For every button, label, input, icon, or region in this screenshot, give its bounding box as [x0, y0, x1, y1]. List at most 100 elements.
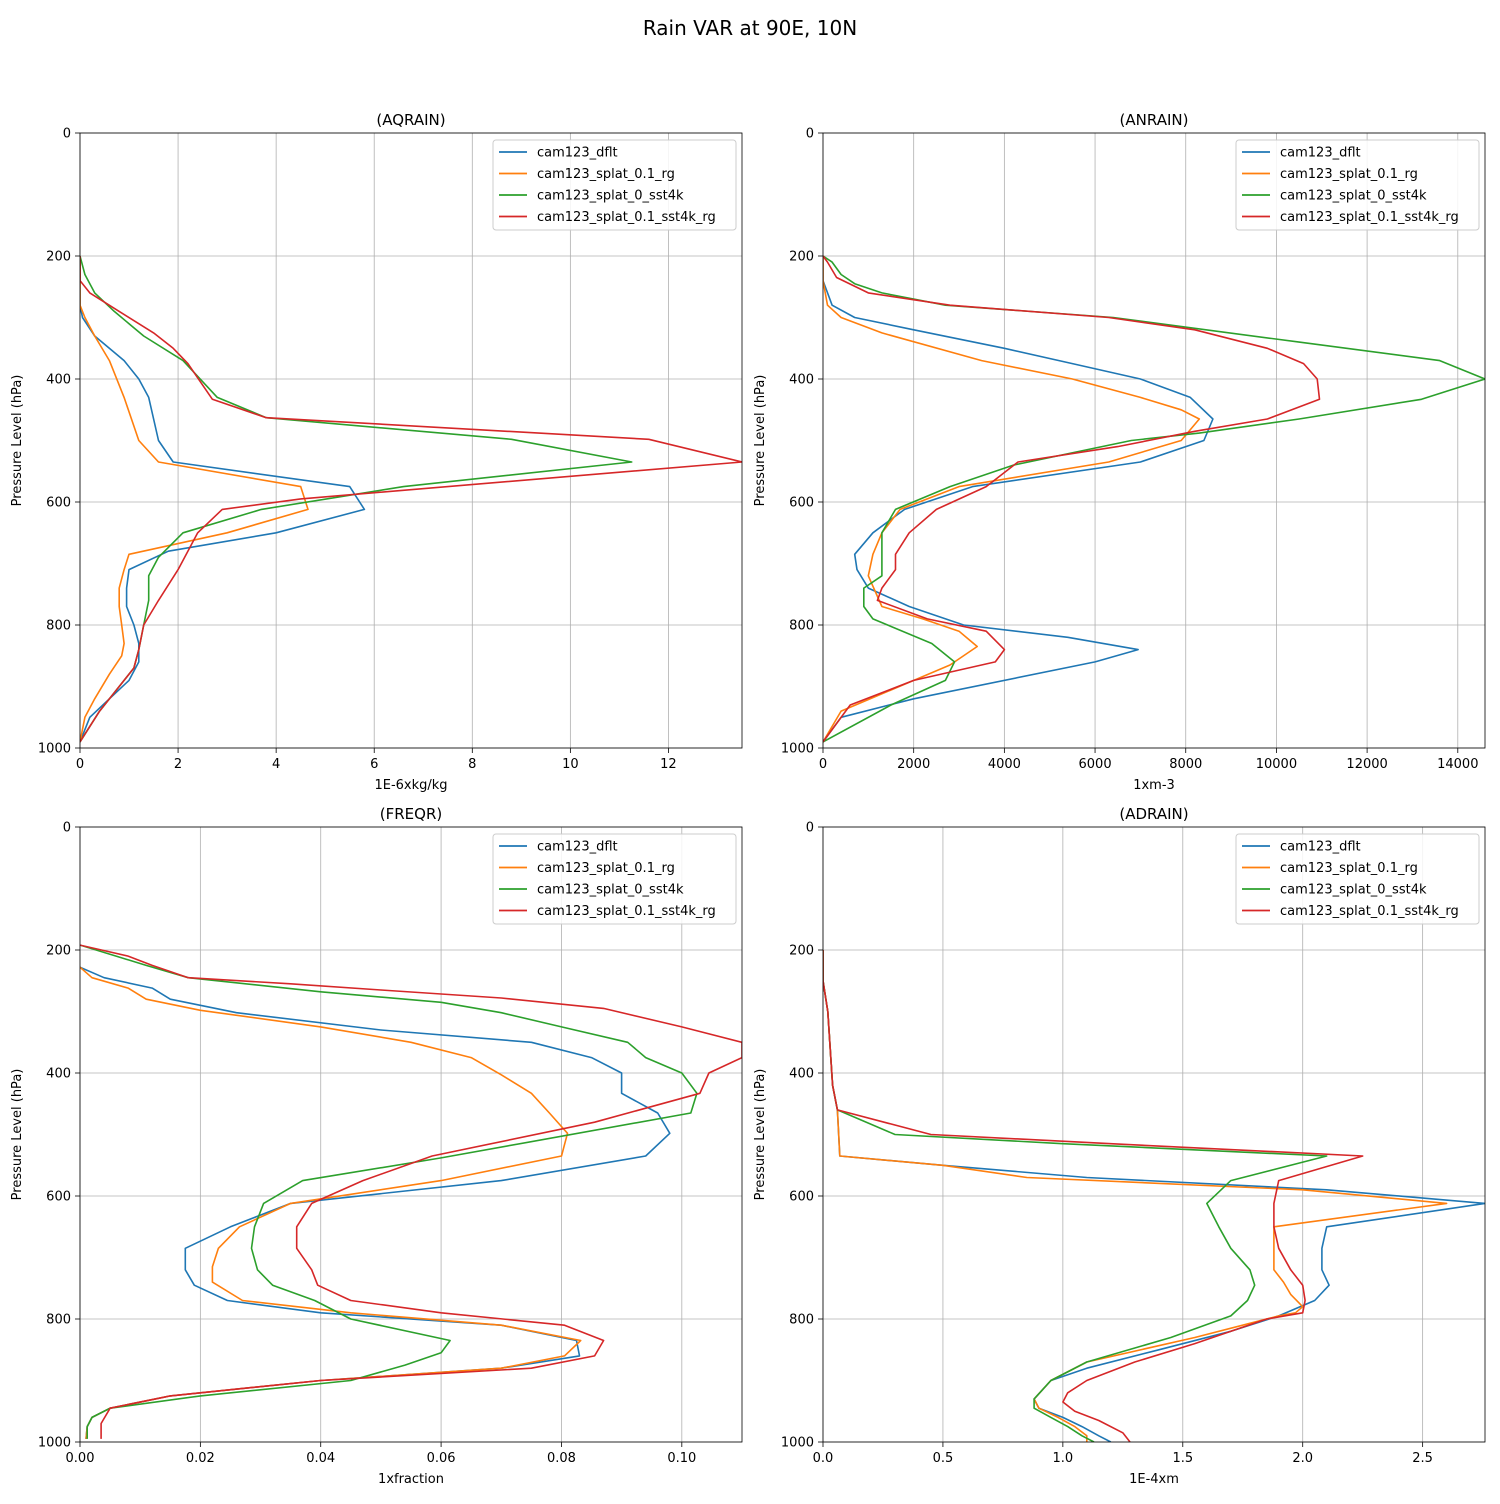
legend: cam123_dflt cam123_splat_0.1_rg cam123_spl…: [492, 833, 737, 925]
x-tick-label: 0.10: [667, 1451, 696, 1466]
y-tick-label: 1000: [781, 1436, 814, 1451]
x-tick-label: 0: [819, 757, 827, 772]
legend-entry: cam123_splat_0.1_rg: [1280, 167, 1418, 182]
legend-entry: cam123_splat_0_sst4k: [1280, 883, 1427, 898]
series-lines: [823, 950, 1485, 1442]
series-line-3: [823, 255, 1485, 743]
x-tick-label: 10: [562, 757, 579, 772]
series-line-2: [80, 966, 582, 1439]
series-line-3: [80, 944, 698, 1439]
x-tick-label: 8000: [1169, 757, 1202, 772]
x-axis-label: 1xfraction: [378, 1472, 444, 1487]
series-lines: [80, 944, 742, 1439]
subplot-title: (FREQR): [380, 805, 442, 823]
subplot-title: (ADRAIN): [1119, 805, 1188, 823]
x-tick-label: 0.08: [547, 1451, 576, 1466]
x-tick-label: 0: [76, 757, 84, 772]
legend-entry: cam123_splat_0.1_rg: [537, 167, 675, 182]
x-tick-label: 6000: [1079, 757, 1112, 772]
y-tick-label: 0: [63, 127, 71, 142]
x-axis-label: 1E-6xkg/kg: [374, 778, 447, 793]
legend-entry: cam123_splat_0_sst4k: [537, 883, 684, 898]
y-tick-label: 200: [789, 944, 814, 959]
y-tick-label: 800: [46, 619, 71, 634]
x-axis-label: 1E-4xm: [1129, 1472, 1179, 1487]
legend-entry: cam123_splat_0_sst4k: [537, 189, 684, 204]
series-line-3: [80, 255, 633, 743]
x-tick-label: 0.5: [933, 1451, 954, 1466]
legend-entry: cam123_dflt: [537, 840, 618, 855]
legend-entry: cam123_splat_0.1_sst4k_rg: [537, 904, 716, 919]
y-tick-label: 400: [789, 1067, 814, 1082]
series-line-1: [80, 966, 671, 1439]
subplot-title: (ANRAIN): [1120, 111, 1189, 129]
y-tick-label: 400: [789, 373, 814, 388]
y-tick-label: 400: [46, 1067, 71, 1082]
x-tick-label: 12000: [1346, 757, 1387, 772]
legend-box: [492, 139, 737, 231]
legend: cam123_dflt cam123_splat_0.1_rg cam123_spl…: [1235, 139, 1480, 231]
series-line-4: [823, 255, 1321, 743]
y-axis-label: Pressure Level (hPa): [753, 1069, 768, 1201]
x-tick-label: 1.0: [1053, 1451, 1074, 1466]
subplot-1: 0 2 4 6 8 10 12 0 200 400 600 800 1000 (AQRAIN) 1E-6xk…: [10, 111, 743, 793]
legend-box: [492, 833, 737, 925]
legend-entry: cam123_dflt: [1280, 840, 1361, 855]
x-tick-label: 0.02: [186, 1451, 215, 1466]
series-line-1: [80, 256, 366, 743]
x-tick-label: 4: [272, 757, 280, 772]
y-axis-label: Pressure Level (hPa): [10, 375, 25, 507]
y-tick-label: 0: [806, 821, 814, 836]
legend-entry: cam123_splat_0.1_sst4k_rg: [1280, 210, 1459, 225]
y-tick-label: 200: [46, 944, 71, 959]
series-line-2: [823, 950, 1448, 1442]
series-line-1: [823, 256, 1214, 743]
x-tick-label: 12: [660, 757, 677, 772]
x-tick-label: 10000: [1256, 757, 1297, 772]
x-tick-label: 1.5: [1172, 1451, 1193, 1466]
legend-entry: cam123_splat_0.1_rg: [1280, 861, 1418, 876]
axes-frame: [822, 826, 1486, 1443]
x-tick-label: 2000: [897, 757, 930, 772]
axes-frame: [822, 132, 1486, 749]
y-axis-label: Pressure Level (hPa): [10, 1069, 25, 1201]
legend-entry: cam123_dflt: [537, 146, 618, 161]
series-line-2: [80, 256, 309, 743]
x-tick-label: 0.04: [306, 1451, 335, 1466]
subplot-3: 0.00 0.02 0.04 0.06 0.08 0.10 0 200 400 600 800 100…: [10, 805, 743, 1487]
subplot-title: (AQRAIN): [376, 111, 445, 129]
y-tick-label: 600: [789, 1190, 814, 1205]
y-tick-label: 800: [789, 619, 814, 634]
y-axis-label: Pressure Level (hPa): [753, 375, 768, 507]
x-tick-label: 6: [370, 757, 378, 772]
legend-entry: cam123_splat_0.1_rg: [537, 861, 675, 876]
legend-entry: cam123_dflt: [1280, 146, 1361, 161]
legend-entry: cam123_splat_0.1_sst4k_rg: [537, 210, 716, 225]
y-tick-label: 400: [46, 373, 71, 388]
y-tick-label: 600: [46, 1190, 71, 1205]
x-tick-label: 0.0: [813, 1451, 834, 1466]
x-tick-label: 8: [468, 757, 476, 772]
y-tick-label: 1000: [38, 1436, 71, 1451]
axes-frame: [79, 132, 743, 749]
figure-title: Rain VAR at 90E, 10N: [642, 16, 858, 40]
series-line-4: [823, 950, 1364, 1442]
x-tick-label: 4000: [988, 757, 1021, 772]
legend-box: [1235, 833, 1480, 925]
series-lines: [823, 255, 1485, 743]
y-tick-label: 1000: [781, 742, 814, 757]
x-tick-label: 2: [174, 757, 182, 772]
series-line-2: [823, 256, 1201, 743]
y-tick-label: 200: [789, 250, 814, 265]
y-tick-label: 0: [806, 127, 814, 142]
legend-entry: cam123_splat_0.1_sst4k_rg: [1280, 904, 1459, 919]
x-tick-label: 2.5: [1412, 1451, 1433, 1466]
x-axis-label: 1xm-3: [1133, 778, 1175, 793]
x-tick-label: 0.00: [66, 1451, 95, 1466]
series-line-4: [80, 256, 742, 743]
y-tick-label: 600: [789, 496, 814, 511]
subplot-2: 0 2000 4000 6000 8000 10000 12000 14000 0 200 400 6…: [753, 111, 1486, 793]
legend-entry: cam123_splat_0_sst4k: [1280, 189, 1427, 204]
y-tick-label: 0: [63, 821, 71, 836]
